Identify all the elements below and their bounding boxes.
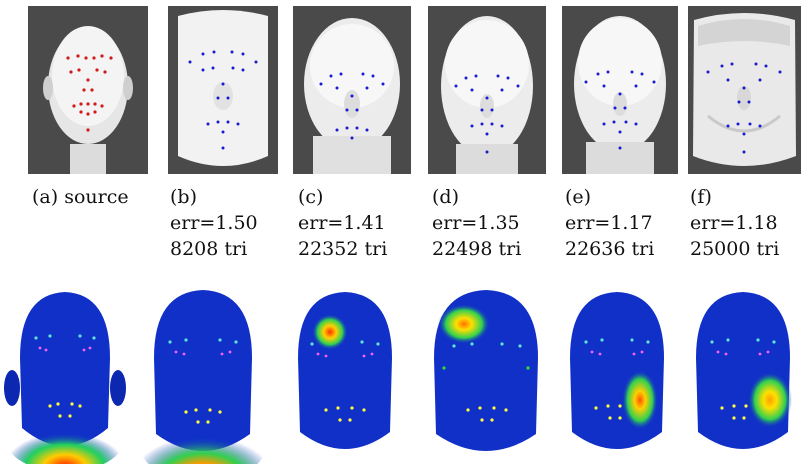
- caption-a-label: (a) source: [32, 186, 129, 208]
- caption-b-err: err=1.50: [170, 212, 258, 234]
- panel-a-source: [28, 6, 148, 174]
- face-render-a: [43, 26, 133, 174]
- caption-d-label: (d): [432, 186, 459, 208]
- panel-d: [428, 6, 546, 174]
- caption-c-err: err=1.41: [298, 212, 386, 234]
- caption-b-tri: 8208 tri: [170, 238, 248, 260]
- caption-a: (a) source: [32, 184, 129, 210]
- heatmap-f: [684, 288, 802, 464]
- caption-e: (e) err=1.17 22636 tri: [565, 184, 654, 262]
- face-render-c: [304, 18, 400, 174]
- heatmap-e: [558, 288, 676, 464]
- panel-e: [562, 6, 678, 174]
- face-render-e: [574, 16, 666, 174]
- heatmap-b: [136, 288, 270, 464]
- caption-c: (c) err=1.41 22352 tri: [298, 184, 387, 262]
- heatmap-c: [282, 288, 408, 464]
- caption-d: (d) err=1.35 22498 tri: [432, 184, 521, 262]
- caption-d-tri: 22498 tri: [432, 238, 522, 260]
- caption-f-err: err=1.18: [690, 212, 778, 234]
- caption-e-err: err=1.17: [565, 212, 653, 234]
- caption-c-label: (c): [298, 186, 324, 208]
- caption-b-label: (b): [170, 186, 197, 208]
- caption-f: (f) err=1.18 25000 tri: [690, 184, 779, 262]
- face-render-b: [178, 10, 268, 166]
- caption-b: (b) err=1.50 8208 tri: [170, 184, 258, 262]
- caption-f-tri: 25000 tri: [690, 238, 780, 260]
- caption-c-tri: 22352 tri: [298, 238, 388, 260]
- caption-d-err: err=1.35: [432, 212, 520, 234]
- landmarks: [66, 54, 113, 132]
- panel-c: [293, 6, 411, 174]
- face-render-d: [441, 16, 533, 174]
- caption-e-label: (e): [565, 186, 592, 208]
- face-render-f: [693, 13, 796, 166]
- panel-f: [688, 6, 801, 174]
- caption-f-label: (f): [690, 186, 712, 208]
- heatmap-d: [420, 288, 552, 464]
- caption-e-tri: 22636 tri: [565, 238, 655, 260]
- panel-b: [168, 6, 278, 174]
- heatmap-a: [0, 288, 130, 464]
